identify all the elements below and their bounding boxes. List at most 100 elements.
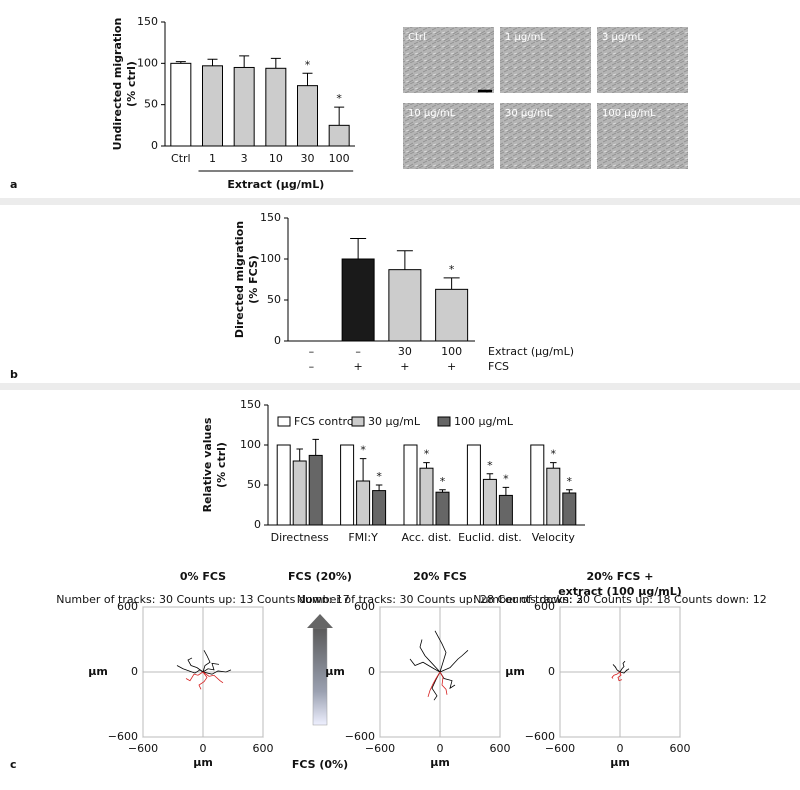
error-bar <box>296 448 303 461</box>
track <box>202 650 211 673</box>
y-tick-label: −600 <box>108 730 138 743</box>
x-tick-label: 1 <box>209 152 216 165</box>
gradient-arrow: FCS (20%) FCS (0%) <box>288 570 352 771</box>
legend-swatch <box>437 416 451 427</box>
y-tick-label: 600 <box>534 600 555 613</box>
error-bar <box>423 462 430 469</box>
significance: * <box>503 472 509 485</box>
bar <box>170 62 192 147</box>
plot-subtitle: Number of tracks: 30 Counts up: 18 Count… <box>473 593 767 606</box>
significance: * <box>440 475 446 488</box>
condition-cell: + <box>354 360 363 373</box>
track <box>202 669 232 675</box>
plot-subtitle: Number of tracks: 30 Counts up: 13 Count… <box>56 593 350 606</box>
y-tick-label: 150 <box>240 398 261 411</box>
y-axis-label: (% ctrl) <box>215 442 228 488</box>
bar <box>340 444 355 526</box>
error-bar <box>566 489 573 493</box>
bar <box>233 66 255 147</box>
x-tick-label: 600 <box>253 742 274 755</box>
plot-title: 0% FCS <box>180 570 226 583</box>
micrograph-label: 100 μg/mL <box>602 108 656 119</box>
panel-label: a <box>10 178 17 191</box>
legend-label: 30 μg/mL <box>368 415 421 428</box>
condition-cell: 100 <box>441 345 462 358</box>
track <box>619 668 630 674</box>
significance: * <box>567 475 573 488</box>
bar <box>372 490 387 526</box>
condition-label: FCS <box>488 360 509 373</box>
micrograph <box>500 27 591 93</box>
legend-swatch <box>277 416 291 427</box>
bar <box>403 444 418 526</box>
micrograph-label: 1 μg/mL <box>505 32 546 43</box>
y-tick-label: 0 <box>151 139 158 152</box>
panel-label: c <box>10 758 17 771</box>
y-tick-label: 100 <box>240 438 261 451</box>
bar <box>466 444 481 526</box>
track <box>187 657 204 673</box>
y-axis-label: μm <box>325 665 345 678</box>
micrograph <box>597 103 688 169</box>
bar <box>562 492 577 526</box>
x-axis-label: Extract (μg/mL) <box>227 178 324 191</box>
x-axis-label: μm <box>430 756 450 769</box>
bar <box>297 85 318 147</box>
significance: * <box>424 448 430 461</box>
arrow-head <box>307 614 333 628</box>
track <box>409 658 441 673</box>
y-axis-label: (% ctrl) <box>125 61 138 107</box>
track <box>427 671 441 698</box>
plot-title: 20% FCS + <box>587 570 654 583</box>
x-tick-label: 0 <box>200 742 207 755</box>
y-tick-label: −600 <box>525 730 555 743</box>
x-tick-label: −600 <box>365 742 395 755</box>
y-tick-label: 150 <box>137 15 158 28</box>
condition-cell: – <box>355 345 361 358</box>
y-tick-label: 150 <box>260 211 281 224</box>
error-bar <box>396 250 413 270</box>
significance: * <box>376 470 382 483</box>
track <box>419 639 441 673</box>
y-tick-label: 100 <box>137 56 158 69</box>
track <box>611 671 621 679</box>
error-bar <box>550 462 557 469</box>
gradient-bottom: FCS (0%) <box>292 758 348 771</box>
micrograph <box>403 27 494 93</box>
condition-label: Extract (μg/mL) <box>488 345 574 358</box>
y-axis-label: μm <box>505 665 525 678</box>
track <box>202 662 220 673</box>
bar <box>435 288 469 342</box>
error-bar <box>175 61 186 64</box>
bar <box>482 478 497 526</box>
track <box>612 664 621 673</box>
error-bar <box>375 484 383 491</box>
condition-cell: – <box>309 360 315 373</box>
error-bar <box>334 106 345 126</box>
error-bar <box>439 489 446 493</box>
y-tick-label: 600 <box>354 600 375 613</box>
y-axis-label: Directed migration <box>233 221 246 338</box>
x-tick-label: 0 <box>437 742 444 755</box>
track <box>617 671 623 682</box>
x-tick-label: 100 <box>329 152 350 165</box>
significance: * <box>449 263 455 276</box>
x-tick-label: 600 <box>670 742 691 755</box>
y-tick-label: 0 <box>368 665 375 678</box>
plot-title: 20% FCS <box>413 570 467 583</box>
micrograph-label: Ctrl <box>408 32 426 43</box>
significance: * <box>487 459 493 472</box>
track <box>439 671 448 695</box>
error-bar <box>270 57 281 69</box>
micrograph <box>500 103 591 169</box>
x-tick-label: 10 <box>269 152 283 165</box>
condition-cell: + <box>400 360 409 373</box>
bar <box>388 269 422 342</box>
error-bar <box>312 438 319 456</box>
micrograph-label: 10 μg/mL <box>408 108 456 119</box>
micrograph-label: 30 μg/mL <box>505 108 553 119</box>
bar <box>419 467 434 526</box>
micrograph <box>597 27 688 93</box>
significance: * <box>551 448 557 461</box>
